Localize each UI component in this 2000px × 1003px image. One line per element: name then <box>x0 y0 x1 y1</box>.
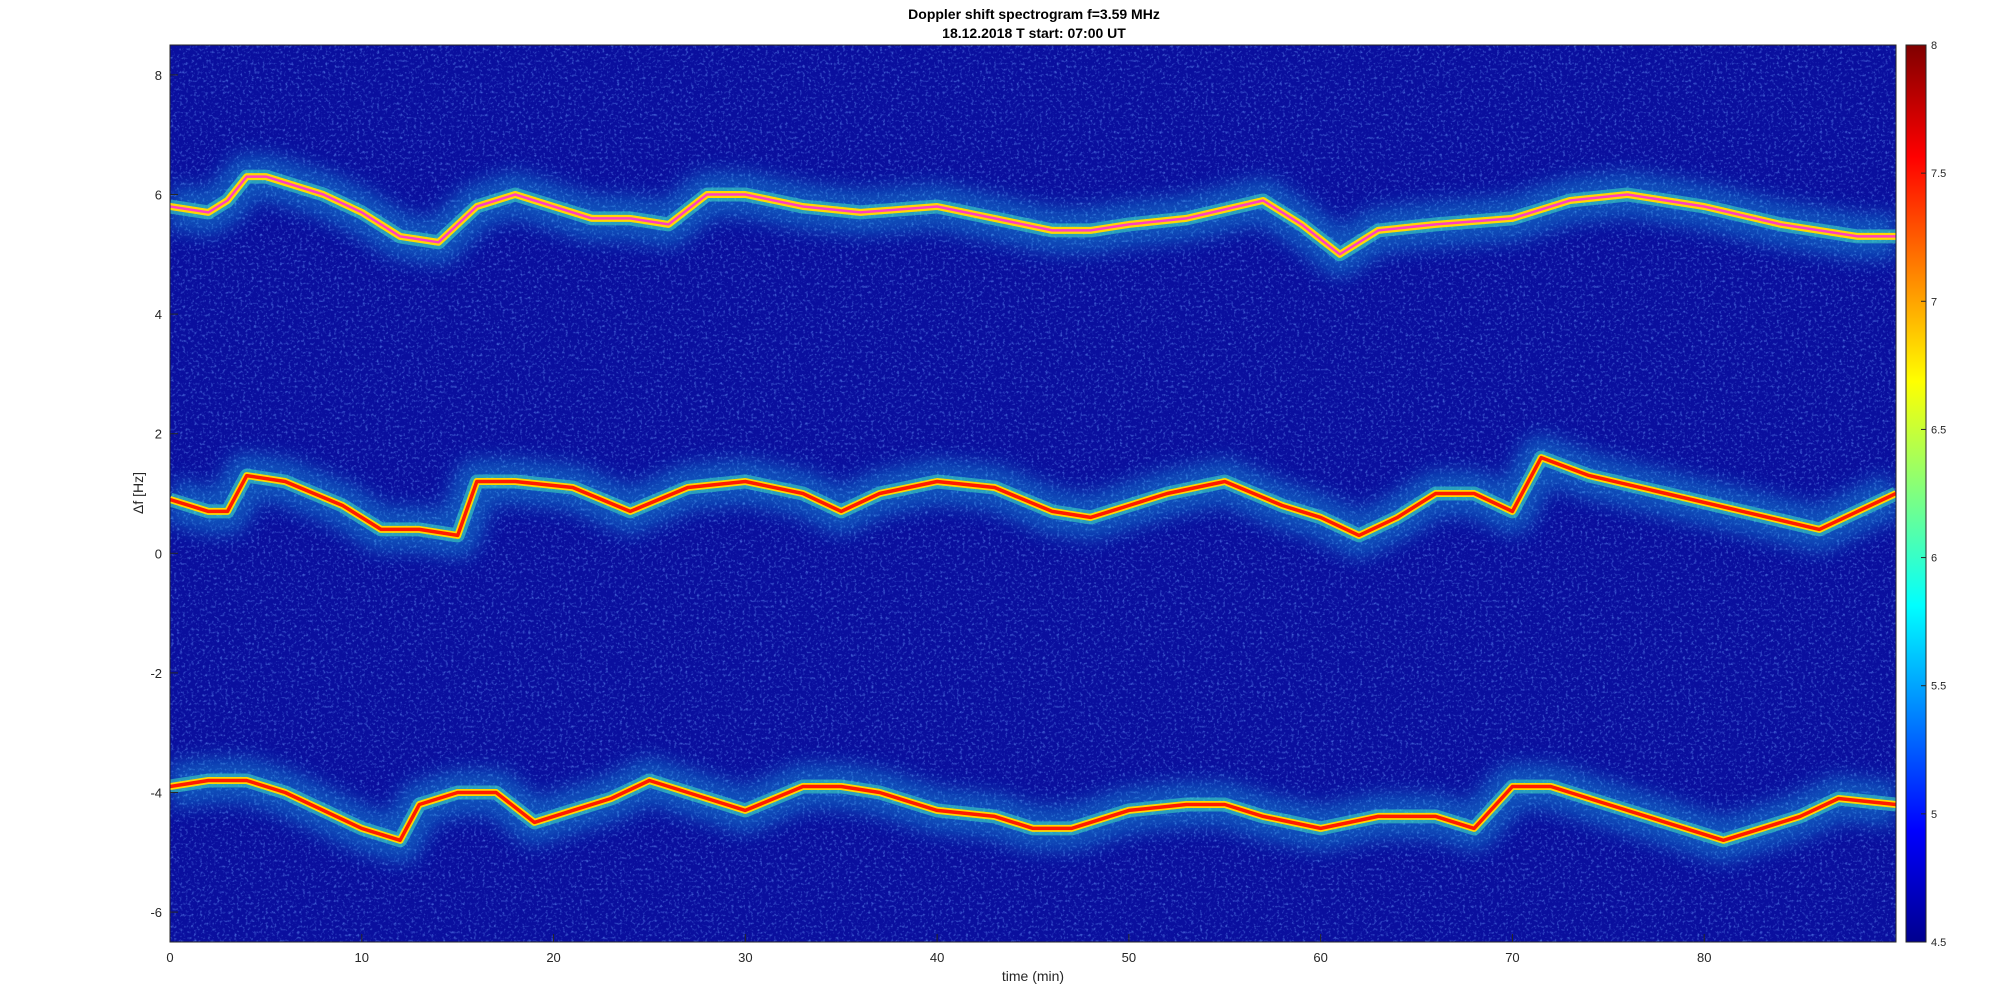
colorbar-tick-label: 7 <box>1931 296 1937 308</box>
colorbar-tick-label: 7.5 <box>1931 168 1946 180</box>
colorbar-tick-label: 4.5 <box>1931 937 1946 949</box>
x-tick-label: 0 <box>166 950 173 965</box>
signal-bands <box>170 153 1896 864</box>
y-tick-label: 4 <box>155 307 162 322</box>
x-tick-label: 20 <box>546 950 560 965</box>
x-axis: 0 10 20 30 40 50 60 70 80 <box>166 934 1711 965</box>
y-axis-label: Δf [Hz] <box>130 472 146 514</box>
x-tick-label: 60 <box>1313 950 1327 965</box>
band-1-trace <box>170 175 1896 256</box>
colorbar-tick-label: 6.5 <box>1931 424 1946 436</box>
y-tick-label: -2 <box>150 666 162 681</box>
colorbar-tick-label: 8 <box>1931 40 1937 52</box>
plot-area <box>170 45 1896 942</box>
y-axis: -6 -4 -2 0 2 4 6 8 <box>150 68 178 920</box>
colorbar-tick-label: 6 <box>1931 553 1937 565</box>
x-tick-label: 80 <box>1697 950 1711 965</box>
band-3-trace <box>170 778 1896 843</box>
x-tick-label: 10 <box>355 950 369 965</box>
x-tick-label: 70 <box>1505 950 1519 965</box>
x-tick-label: 40 <box>930 950 944 965</box>
chart-subtitle: 18.12.2018 T start: 07:00 UT <box>942 25 1126 41</box>
colorbar-tick-label: 5 <box>1931 809 1937 821</box>
colorbar-tick-label: 5.5 <box>1931 681 1946 693</box>
y-tick-label: 8 <box>155 68 162 83</box>
y-tick-label: 6 <box>155 188 162 203</box>
colorbar <box>1905 44 1927 943</box>
y-tick-label: -4 <box>150 786 162 801</box>
plot-frame <box>169 44 1897 943</box>
band-2-trace <box>170 455 1896 538</box>
y-tick-label: 2 <box>155 427 162 442</box>
x-tick-label: 30 <box>738 950 752 965</box>
x-axis-label: time (min) <box>1002 968 1064 984</box>
y-tick-label: 0 <box>155 546 162 561</box>
colorbar-axis: 4.5 5 5.5 6 6.5 7 7.5 8 <box>1921 40 1946 949</box>
chart-title: Doppler shift spectrogram f=3.59 MHz <box>908 6 1160 22</box>
y-tick-label: -6 <box>150 905 162 920</box>
x-tick-label: 50 <box>1122 950 1136 965</box>
